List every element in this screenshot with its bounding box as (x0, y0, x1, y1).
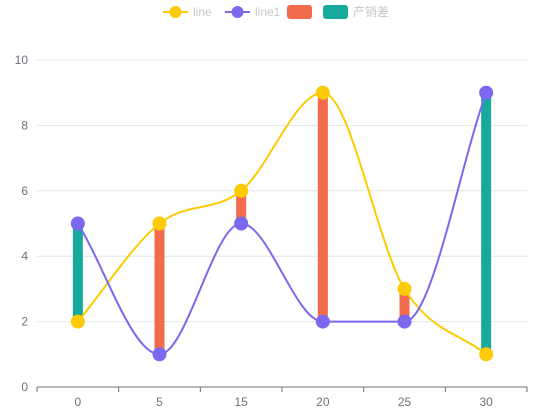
series-point[interactable] (397, 314, 412, 329)
difference-bar (317, 92, 328, 322)
legend-item[interactable]: 产销差 (323, 5, 389, 19)
series-point[interactable] (397, 281, 412, 296)
y-tick-label: 4 (21, 249, 28, 263)
y-tick-label: 8 (21, 118, 28, 132)
legend-label: 产销差 (353, 5, 389, 19)
difference-bar (236, 190, 247, 224)
series-point[interactable] (315, 85, 330, 100)
legend-item[interactable]: line1 (225, 5, 281, 19)
series-lines (76, 91, 488, 356)
difference-bar (481, 92, 492, 355)
y-tick-label: 10 (15, 53, 29, 67)
series-line-1 (76, 92, 488, 356)
series-point[interactable] (152, 216, 167, 231)
y-tick-label: 2 (21, 315, 28, 329)
series-point[interactable] (479, 85, 494, 100)
x-tick-label: 5 (156, 395, 163, 409)
difference-bar (72, 223, 83, 322)
series-points (70, 85, 494, 362)
difference-bars (72, 92, 492, 355)
legend-swatch (287, 5, 312, 19)
y-tick-label: 0 (21, 380, 28, 394)
legend-label: line (193, 5, 212, 19)
x-tick-label: 15 (234, 395, 248, 409)
x-tick-label: 20 (316, 395, 330, 409)
series-point[interactable] (70, 314, 85, 329)
axes: 0 2 4 6 8 10 0 5 15 20 25 30 (15, 53, 528, 409)
x-tick-label: 30 (479, 395, 493, 409)
y-tick-label: 6 (21, 184, 28, 198)
grid-lines (37, 59, 527, 323)
series-line-0 (77, 91, 487, 356)
legend-label: line1 (255, 5, 281, 19)
x-tick-label: 0 (74, 395, 81, 409)
legend[interactable]: line line1 产销差 (163, 5, 389, 19)
legend-item[interactable]: line (163, 5, 212, 19)
legend-marker (231, 6, 244, 18)
legend-item[interactable] (287, 5, 312, 19)
difference-bar (154, 223, 165, 355)
x-tick-label: 25 (398, 395, 412, 409)
series-point[interactable] (315, 314, 330, 329)
series-point[interactable] (152, 347, 167, 362)
legend-marker (169, 6, 182, 18)
legend-swatch (323, 5, 348, 19)
series-point[interactable] (479, 347, 494, 362)
series-point[interactable] (234, 216, 249, 231)
series-point[interactable] (70, 216, 85, 231)
difference-bar (399, 288, 410, 322)
series-point[interactable] (234, 183, 249, 198)
